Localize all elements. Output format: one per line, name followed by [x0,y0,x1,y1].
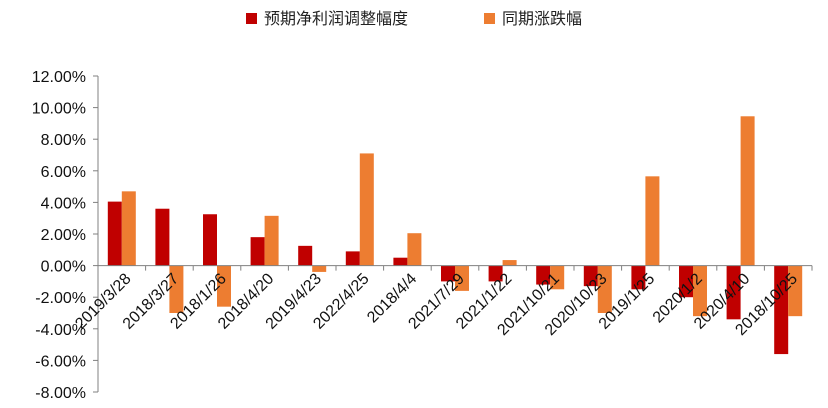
y-tick-label: -4.00% [35,322,86,339]
bar-profit-adjustment [774,265,789,355]
legend-swatch-series-2 [484,13,495,24]
bar-price-change [597,265,612,313]
bar-profit-adjustment [298,245,313,266]
bar-profit-adjustment [155,208,170,266]
y-tick-label: 2.00% [41,227,86,244]
bar-price-change [407,233,422,266]
bar-price-change [359,153,374,266]
bar-price-change [788,265,803,317]
bar-price-change [217,265,231,307]
bar-profit-adjustment [726,265,741,320]
bar-price-change [502,260,517,266]
y-tick-label: -8.00% [35,385,86,402]
bar-price-change [740,116,755,266]
legend-swatch-series-1 [246,13,257,24]
bar-price-change [693,265,707,317]
y-tick-label: 0.00% [41,259,86,276]
bar-profit-adjustment [536,265,551,285]
bar-profit-adjustment [441,265,455,282]
bar-price-change [312,265,327,272]
bar-profit-adjustment [250,237,265,266]
legend: 预期净利润调整幅度 同期涨跌幅 [246,9,582,28]
y-tick-label: 12.00% [32,69,86,86]
bar-price-change [121,191,136,266]
y-tick-label: 4.00% [41,195,86,212]
legend-label-series-2: 同期涨跌幅 [502,9,582,28]
y-axis: 12.00% 10.00% 8.00% 6.00% 4.00% 2.00% 0.00% -2.… [32,69,99,402]
y-tick-label: 8.00% [41,132,86,149]
legend-label-series-1: 预期净利润调整幅度 [264,9,408,28]
bar-profit-adjustment [679,265,693,298]
bar-profit-adjustment [488,265,503,282]
bar-profit-adjustment [345,251,360,266]
y-tick-label: -6.00% [35,353,86,370]
bars [107,116,803,355]
bar-profit-adjustment [583,265,598,287]
y-tick-label: 10.00% [32,101,86,118]
bar-profit-adjustment [203,214,217,266]
bar-price-change [645,176,660,266]
bar-profit-adjustment [107,201,122,266]
bar-profit-adjustment [631,265,646,290]
bar-price-change [264,215,279,266]
bar-price-change [455,265,469,291]
y-tick-label: -2.00% [35,290,86,307]
bar-profit-adjustment [393,257,408,266]
bar-price-change [169,265,184,313]
y-tick-label: 6.00% [41,164,86,181]
bar-price-change [550,265,565,290]
